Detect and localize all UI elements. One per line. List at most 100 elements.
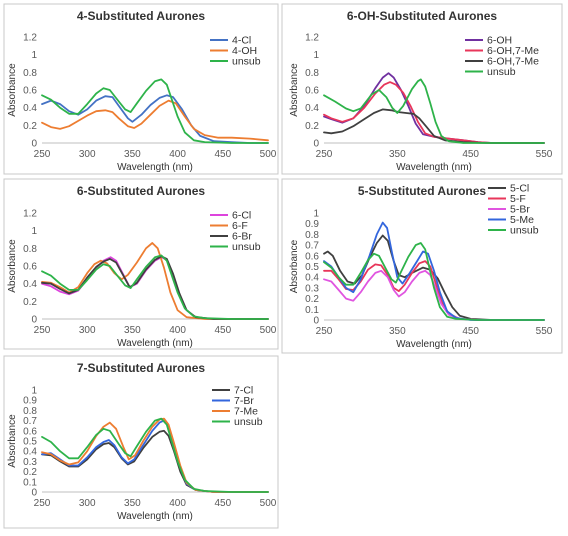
chart-2-y-tick-label: 1 bbox=[313, 50, 319, 61]
chart-1-title: 4-Substituted Aurones bbox=[77, 9, 206, 23]
chart-1-panel: 4-Substituted Aurones 0 0.2 0.4 0.6 0.8 1 1.2 25… bbox=[3, 3, 279, 175]
chart-1-legend-label: 4-Cl bbox=[232, 35, 251, 47]
chart-3-y-tick-label: 0.2 bbox=[23, 297, 37, 308]
chart-4-legend-label: 5-Cl bbox=[510, 183, 529, 195]
chart-5-x-tick-label: 250 bbox=[34, 498, 51, 509]
chart-5-legend-label: 7-Me bbox=[234, 406, 258, 418]
chart-4-series-5-line bbox=[323, 242, 545, 321]
chart-4-x-axis-label: Wavelength (nm) bbox=[396, 339, 472, 350]
chart-4-series-3-line bbox=[323, 269, 545, 321]
chart-1-x-tick-label: 500 bbox=[260, 149, 277, 160]
chart-5-x-tick-label: 300 bbox=[79, 498, 96, 509]
chart-2-legend-label: 6-OH bbox=[487, 35, 512, 47]
chart-4-y-tick-label: 0 bbox=[313, 316, 319, 327]
chart-5-y-tick-label: 0.4 bbox=[23, 447, 37, 458]
chart-3-x-tick-label: 500 bbox=[260, 325, 277, 336]
chart-5-legend-label: 7-Cl bbox=[234, 385, 253, 397]
chart-1-x-tick-label: 350 bbox=[124, 149, 141, 160]
chart-4-series-1-line bbox=[323, 234, 545, 321]
chart-4-y-tick-label: 0.2 bbox=[305, 294, 319, 305]
chart-2-y-tick-label: 0.2 bbox=[305, 121, 319, 132]
chart-4-legend-label: 5-Me bbox=[510, 214, 534, 226]
chart-3-legend-label: 6-Cl bbox=[232, 210, 251, 222]
chart-1-y-tick-label: 1.2 bbox=[23, 33, 37, 44]
chart-4-x-tick-label: 450 bbox=[462, 326, 479, 337]
chart-5-x-axis-label: Wavelength (nm) bbox=[117, 511, 193, 522]
chart-5-y-axis-label: Absorbance bbox=[7, 414, 18, 468]
chart-3-panel: 6-Substituted Aurones 0 0.2 0.4 0.6 0.8 1 1.2 25… bbox=[3, 178, 279, 350]
chart-3-series-4-line bbox=[41, 254, 269, 320]
chart-4-x-tick-label: 250 bbox=[316, 326, 333, 337]
chart-3-legend-label: 6-F bbox=[232, 220, 248, 232]
chart-3-x-tick-label: 350 bbox=[124, 325, 141, 336]
chart-3-y-axis-label: Absorbance bbox=[7, 239, 18, 293]
chart-5-x-tick-label: 450 bbox=[214, 498, 231, 509]
chart-1-legend-label: 4-OH bbox=[232, 45, 257, 57]
chart-5-legend-label: 7-Br bbox=[234, 395, 254, 407]
chart-3-x-tick-label: 250 bbox=[34, 325, 51, 336]
chart-5-x-tick-label: 400 bbox=[169, 498, 186, 509]
chart-2-y-tick-label: 0.4 bbox=[305, 103, 319, 114]
chart-3-y-tick-label: 1 bbox=[31, 226, 37, 237]
chart-5-y-tick-label: 0.6 bbox=[23, 426, 37, 437]
chart-3-frame bbox=[3, 178, 279, 350]
chart-5-x-tick-label: 350 bbox=[124, 498, 141, 509]
chart-1-x-tick-label: 400 bbox=[169, 149, 186, 160]
chart-2-legend-label: unsub bbox=[487, 66, 516, 78]
chart-4-x-tick-label: 550 bbox=[536, 326, 553, 337]
chart-4-y-tick-label: 0.8 bbox=[305, 230, 319, 241]
chart-5-title: 7-Substituted Aurones bbox=[77, 361, 206, 375]
chart-3-y-tick-label: 0.6 bbox=[23, 262, 37, 273]
chart-3-legend-label: 6-Br bbox=[232, 231, 252, 243]
chart-1-y-tick-label: 0.6 bbox=[23, 86, 37, 97]
chart-4-y-tick-label: 0.9 bbox=[305, 219, 319, 230]
chart-5-series-1-line bbox=[41, 429, 269, 493]
chart-1-x-axis-label: Wavelength (nm) bbox=[117, 162, 193, 173]
chart-1-x-tick-label: 450 bbox=[214, 149, 231, 160]
chart-4-title: 5-Substituted Aurones bbox=[358, 184, 487, 198]
chart-2-x-tick-label: 350 bbox=[389, 149, 406, 160]
chart-2-legend-label: 6-OH,7-Me bbox=[487, 56, 539, 68]
chart-4-y-tick-label: 0.5 bbox=[305, 262, 319, 273]
chart-3-x-tick-label: 450 bbox=[214, 325, 231, 336]
chart-5-y-tick-label: 0.9 bbox=[23, 396, 37, 407]
chart-2-y-tick-label: 0 bbox=[313, 139, 319, 150]
chart-1-legend-label: unsub bbox=[232, 56, 261, 68]
chart-2-y-tick-label: 0.8 bbox=[305, 68, 319, 79]
chart-4-legend-label: 5-Br bbox=[510, 204, 530, 216]
chart-1-y-tick-label: 0.8 bbox=[23, 68, 37, 79]
chart-4-y-tick-label: 0.4 bbox=[305, 273, 319, 284]
chart-2-x-tick-label: 250 bbox=[316, 149, 333, 160]
chart-4-y-tick-label: 0.3 bbox=[305, 283, 319, 294]
chart-1-y-axis-label: Absorbance bbox=[7, 63, 18, 117]
chart-1-y-tick-label: 0.4 bbox=[23, 103, 37, 114]
chart-3-y-tick-label: 0.4 bbox=[23, 279, 37, 290]
chart-2-x-tick-label: 450 bbox=[462, 149, 479, 160]
chart-1-y-tick-label: 0 bbox=[31, 139, 37, 150]
chart-4-y-tick-label: 0.7 bbox=[305, 241, 319, 252]
chart-1-x-tick-label: 300 bbox=[79, 149, 96, 160]
chart-3-y-tick-label: 0 bbox=[31, 315, 37, 326]
chart-3-x-tick-label: 300 bbox=[79, 325, 96, 336]
chart-2-series-2-line bbox=[323, 81, 545, 144]
chart-1-y-tick-label: 0.2 bbox=[23, 121, 37, 132]
chart-4-series-4-line bbox=[323, 221, 545, 321]
chart-2-panel: 6-OH-Substituted Aurones 0 0.2 0.4 0.6 0.8 1 1.… bbox=[281, 3, 563, 175]
chart-2-frame bbox=[281, 3, 563, 175]
chart-5-y-tick-label: 0.5 bbox=[23, 437, 37, 448]
chart-2-legend-label: 6-OH,7-Me bbox=[487, 45, 539, 57]
chart-2-series-4-line bbox=[323, 78, 545, 144]
chart-5-y-tick-label: 0.8 bbox=[23, 406, 37, 417]
chart-2-y-tick-label: 0.6 bbox=[305, 86, 319, 97]
chart-5-panel: 7-Substituted Aurones 00.10.20.30.40.50.6… bbox=[3, 355, 279, 529]
chart-4-y-tick-label: 0.6 bbox=[305, 251, 319, 262]
chart-4-x-tick-label: 350 bbox=[389, 326, 406, 337]
chart-5-y-tick-label: 0.3 bbox=[23, 457, 37, 468]
chart-3-x-axis-label: Wavelength (nm) bbox=[117, 338, 193, 349]
chart-5-y-tick-label: 0.1 bbox=[23, 477, 37, 488]
chart-2-y-axis-label: Absorbance bbox=[289, 63, 300, 117]
chart-5-y-tick-label: 0.2 bbox=[23, 467, 37, 478]
chart-3-legend-label: unsub bbox=[232, 241, 261, 253]
chart-2-y-tick-label: 1.2 bbox=[305, 33, 319, 44]
